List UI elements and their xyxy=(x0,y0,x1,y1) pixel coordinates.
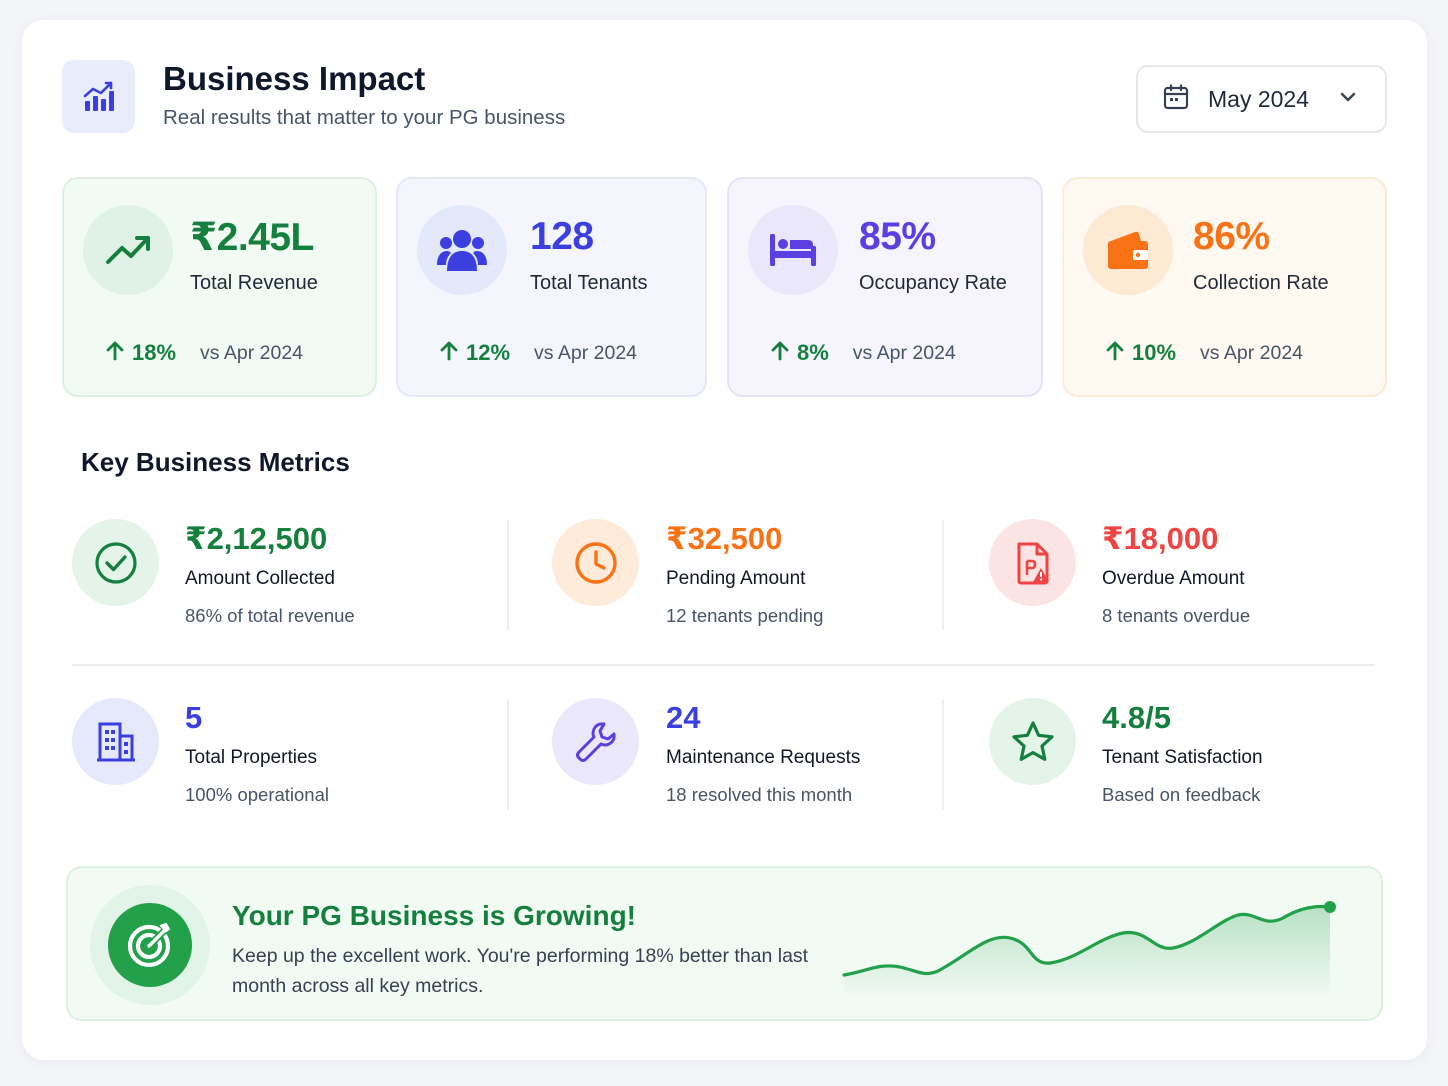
calendar-icon xyxy=(1162,83,1190,116)
month-selector-label: May 2024 xyxy=(1208,85,1310,112)
stat-change: 10% vs Apr 2024 xyxy=(1106,340,1303,366)
metric-tenant-satisfaction[interactable]: 4.8/5 Tenant Satisfaction Based on feedb… xyxy=(989,698,1409,818)
growth-banner: Your PG Business is Growing! Keep up the… xyxy=(66,866,1383,1021)
stat-change-value: 12% xyxy=(466,340,511,365)
trending-up-icon xyxy=(83,205,173,295)
clock-icon xyxy=(552,519,639,606)
stat-comparison: vs Apr 2024 xyxy=(1200,341,1304,364)
metric-label: Overdue Amount xyxy=(1102,568,1245,589)
stat-change-value: 8% xyxy=(797,340,829,365)
metric-value: 24 xyxy=(666,700,701,735)
stat-value: 86% xyxy=(1193,215,1270,258)
metric-value: ₹32,500 xyxy=(666,521,783,556)
stat-card-total-tenants[interactable]: 128 Total Tenants 12% vs Apr 2024 xyxy=(396,177,707,397)
stat-change: 8% vs Apr 2024 xyxy=(771,340,956,366)
stat-card-occupancy-rate[interactable]: 85% Occupancy Rate 8% vs Apr 2024 xyxy=(727,177,1043,397)
stat-card-total-revenue[interactable]: ₹2.45L Total Revenue 18% vs Apr 2024 xyxy=(62,177,377,397)
document-alert-icon xyxy=(989,519,1076,606)
stat-value: 85% xyxy=(859,215,936,258)
metric-label: Maintenance Requests xyxy=(666,747,861,768)
metric-maintenance-requests[interactable]: 24 Maintenance Requests 18 resolved this… xyxy=(552,698,972,818)
stat-change-value: 18% xyxy=(132,340,177,365)
check-circle-icon xyxy=(72,519,159,606)
arrow-up-icon xyxy=(1106,341,1124,366)
bed-icon xyxy=(748,205,838,295)
wallet-icon xyxy=(1083,205,1173,295)
stat-change: 12% vs Apr 2024 xyxy=(440,340,637,366)
arrow-up-icon xyxy=(440,341,458,366)
arrow-up-icon xyxy=(106,341,124,366)
metric-divider xyxy=(942,700,944,810)
growth-sparkline xyxy=(842,901,1336,998)
wrench-icon xyxy=(552,698,639,785)
metric-label: Tenant Satisfaction xyxy=(1102,747,1263,768)
metrics-row-divider xyxy=(72,664,1375,666)
stat-change-value: 10% xyxy=(1132,340,1177,365)
chevron-down-icon xyxy=(1339,88,1357,111)
stat-label: Collection Rate xyxy=(1193,272,1329,294)
page-subtitle: Real results that matter to your PG busi… xyxy=(163,106,566,129)
building-icon xyxy=(72,698,159,785)
section-title-key-metrics: Key Business Metrics xyxy=(81,447,350,477)
metric-label: Total Properties xyxy=(185,747,318,768)
metric-value: ₹2,12,500 xyxy=(185,521,328,556)
page-title: Business Impact xyxy=(163,60,426,97)
metric-divider xyxy=(507,520,509,630)
stat-change: 18% vs Apr 2024 xyxy=(106,340,303,366)
star-icon xyxy=(989,698,1076,785)
metric-value: 5 xyxy=(185,700,203,735)
metric-divider xyxy=(942,520,944,630)
month-selector[interactable]: May 2024 xyxy=(1136,65,1387,133)
stat-comparison: vs Apr 2024 xyxy=(534,341,638,364)
metric-label: Pending Amount xyxy=(666,568,806,589)
banner-title: Your PG Business is Growing! xyxy=(232,900,636,931)
stat-value: ₹2.45L xyxy=(190,216,314,259)
stat-value: 128 xyxy=(530,215,594,258)
metric-subtext: 12 tenants pending xyxy=(666,605,824,626)
metric-subtext: Based on feedback xyxy=(1102,784,1261,805)
metric-subtext: 100% operational xyxy=(185,784,329,805)
chart-bars-trend-icon xyxy=(62,60,135,133)
stat-card-collection-rate[interactable]: 86% Collection Rate 10% vs Apr 2024 xyxy=(1062,177,1387,397)
metric-subtext: 86% of total revenue xyxy=(185,605,355,626)
metric-value: ₹18,000 xyxy=(1102,521,1219,556)
stat-comparison: vs Apr 2024 xyxy=(852,341,956,364)
arrow-up-icon xyxy=(771,341,789,366)
metric-subtext: 8 tenants overdue xyxy=(1102,605,1251,626)
stat-label: Total Tenants xyxy=(530,272,648,294)
metric-pending-amount[interactable]: ₹32,500 Pending Amount 12 tenants pendin… xyxy=(552,519,972,639)
users-icon xyxy=(417,205,507,295)
target-icon xyxy=(108,903,192,987)
stat-label: Total Revenue xyxy=(190,272,318,294)
target-icon-container xyxy=(90,885,210,1005)
metric-total-properties[interactable]: 5 Total Properties 100% operational xyxy=(72,698,492,818)
metric-overdue-amount[interactable]: ₹18,000 Overdue Amount 8 tenants overdue xyxy=(989,519,1409,639)
metric-subtext: 18 resolved this month xyxy=(666,784,853,805)
banner-text: Keep up the excellent work. You're perfo… xyxy=(232,945,809,997)
metric-value: 4.8/5 xyxy=(1102,700,1171,735)
metric-label: Amount Collected xyxy=(185,568,335,589)
metric-divider xyxy=(507,700,509,810)
metric-amount-collected[interactable]: ₹2,12,500 Amount Collected 86% of total … xyxy=(72,519,492,639)
stat-label: Occupancy Rate xyxy=(859,272,1007,294)
stat-comparison: vs Apr 2024 xyxy=(200,341,304,364)
